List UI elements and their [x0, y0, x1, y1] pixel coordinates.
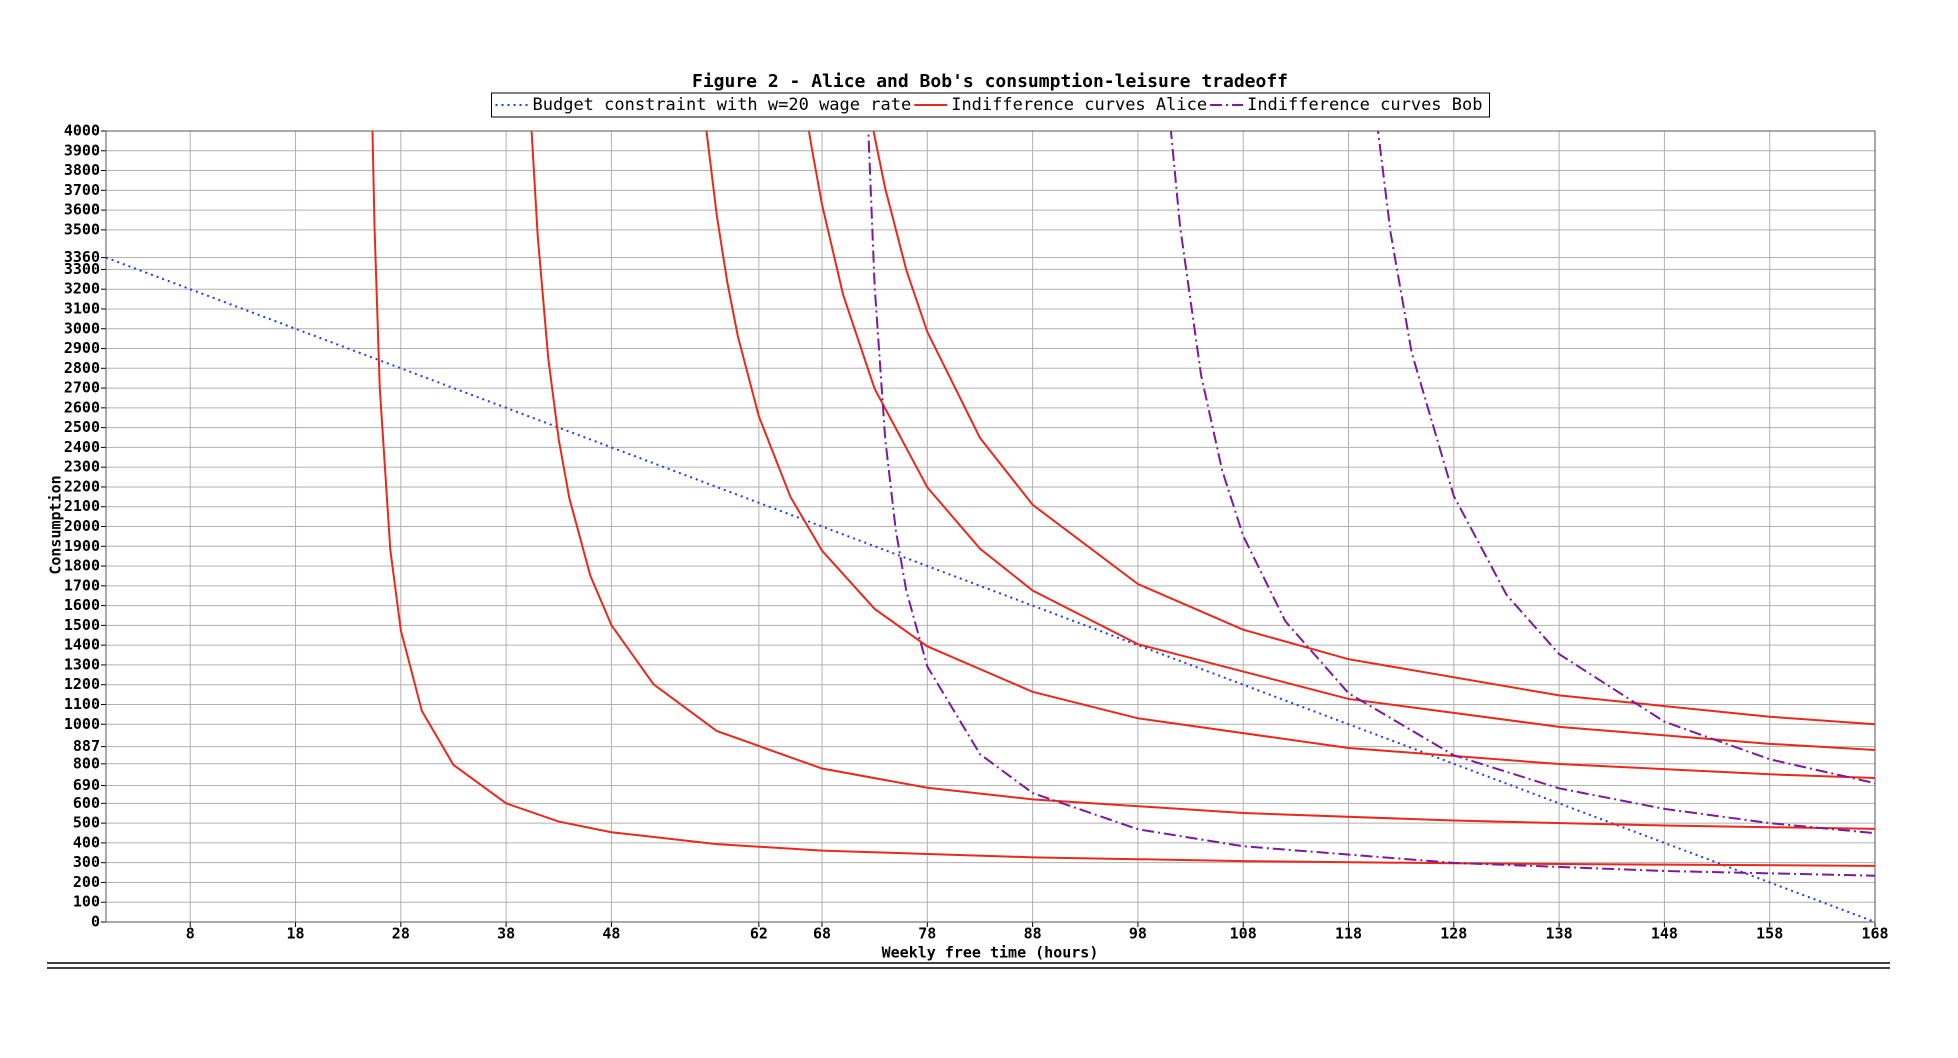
y-tick-label: 0 [91, 913, 100, 931]
curve [705, 131, 1875, 780]
x-tick-label: 28 [392, 925, 410, 943]
y-tick-label: 3600 [64, 201, 100, 219]
y-tick-label: 500 [73, 814, 100, 832]
y-tick-label: 2700 [64, 379, 100, 397]
legend-label: Budget constraint with w=20 wage rate [533, 95, 912, 115]
plot-frame [105, 130, 1876, 923]
y-tick-label: 1000 [64, 715, 100, 733]
y-tick-label: 1800 [64, 557, 100, 575]
chart-title: Figure 2 - Alice and Bob's consumption-l… [692, 71, 1288, 92]
y-tick-label: 3200 [64, 280, 100, 298]
y-tick-label: 2800 [64, 359, 100, 377]
y-tick-label: 1300 [64, 655, 100, 673]
curve [872, 131, 1875, 726]
y-tick-label: 100 [73, 893, 100, 911]
x-tick-label: 8 [186, 925, 195, 943]
x-tick-label: 138 [1546, 925, 1573, 943]
y-tick-label: 2900 [64, 339, 100, 357]
y-tick-label: 3800 [64, 161, 100, 179]
y-tick-label: 2000 [64, 517, 100, 535]
legend-box [491, 92, 1490, 118]
y-tick-label: 887 [73, 737, 100, 755]
y-axis-label: Consumption [47, 475, 65, 574]
y-tick-label: 690 [73, 776, 100, 794]
legend-label: Indifference curves Alice [951, 95, 1207, 115]
y-tick-label: 2500 [64, 418, 100, 436]
curve [1377, 131, 1875, 785]
y-tick-label: 1400 [64, 636, 100, 654]
y-tick-label: 2200 [64, 477, 100, 495]
y-tick-label: 400 [73, 833, 100, 851]
curve [530, 131, 1875, 830]
x-tick-label: 158 [1756, 925, 1783, 943]
y-tick-label: 3000 [64, 319, 100, 337]
y-tick-label: 2600 [64, 398, 100, 416]
x-tick-label: 148 [1651, 925, 1678, 943]
y-tick-label: 2300 [64, 458, 100, 476]
x-tick-label: 62 [750, 925, 768, 943]
y-tick-label: 1500 [64, 616, 100, 634]
y-tick-label: 2100 [64, 497, 100, 515]
plot-area [106, 131, 1875, 922]
y-tick-label: 3360 [64, 248, 100, 266]
y-tick-label: 3100 [64, 299, 100, 317]
y-tick-label: 200 [73, 873, 100, 891]
y-tick-label: 600 [73, 794, 100, 812]
curve [106, 256, 1875, 922]
y-tick-label: 3500 [64, 220, 100, 238]
y-tick-label: 3300 [64, 260, 100, 278]
x-axis-label: Weekly free time (hours) [882, 944, 1099, 962]
x-tick-label: 78 [918, 925, 936, 943]
y-tick-label: 3900 [64, 141, 100, 159]
x-tick-label: 88 [1024, 925, 1042, 943]
y-tick-label: 1900 [64, 537, 100, 555]
curve [371, 131, 1875, 867]
y-tick-label: 1100 [64, 695, 100, 713]
x-tick-label: 98 [1129, 925, 1147, 943]
y-tick-label: 800 [73, 754, 100, 772]
legend: Budget constraint with w=20 wage rate Ind… [491, 92, 1490, 118]
y-tick-label: 4000 [64, 122, 100, 140]
x-tick-label: 108 [1230, 925, 1257, 943]
legend-label: Indifference curves Bob [1247, 95, 1482, 115]
curve [1169, 131, 1875, 835]
x-tick-label: 38 [497, 925, 515, 943]
y-tick-label: 300 [73, 853, 100, 871]
x-tick-label: 18 [287, 925, 305, 943]
curve [807, 131, 1875, 751]
x-tick-label: 48 [602, 925, 620, 943]
x-tick-label: 68 [813, 925, 831, 943]
y-tick-label: 1600 [64, 596, 100, 614]
x-tick-label: 128 [1440, 925, 1467, 943]
y-tick-label: 2400 [64, 438, 100, 456]
y-tick-label: 1200 [64, 675, 100, 693]
curve [867, 131, 1875, 877]
y-tick-label: 3700 [64, 181, 100, 199]
x-tick-label: 168 [1861, 925, 1888, 943]
x-tick-label: 118 [1335, 925, 1362, 943]
y-tick-label: 1700 [64, 576, 100, 594]
